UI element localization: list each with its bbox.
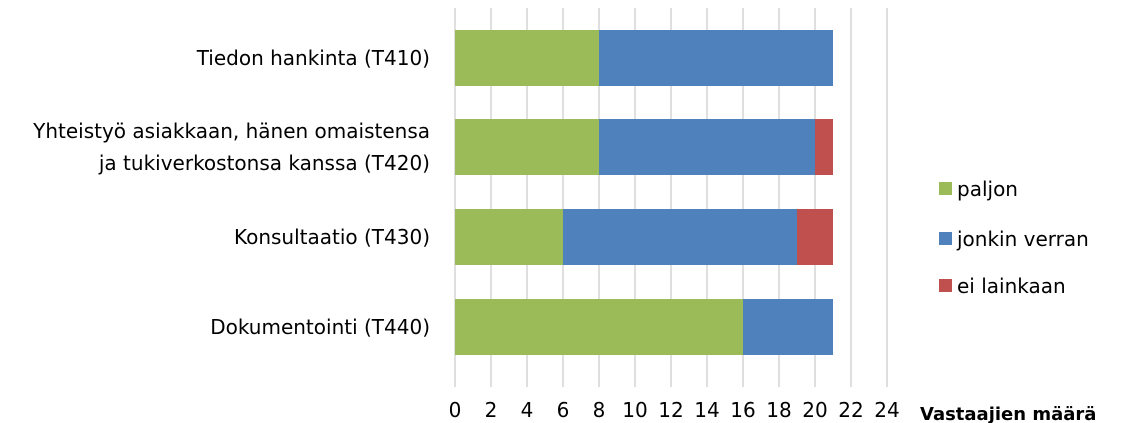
- legend-label: jonkin verran: [956, 227, 1089, 251]
- category-labels: Tiedon hankinta (T410) Yhteistyö asiakkaa…: [32, 46, 430, 339]
- bar-segment-ei-lainkaan: [797, 209, 833, 265]
- legend-label: paljon: [957, 177, 1018, 201]
- bar-segment-jonkin-verran: [743, 299, 833, 355]
- bar-segment-jonkin-verran: [599, 119, 815, 175]
- x-tick-label: 2: [485, 398, 498, 422]
- x-tick-labels: 0 2 4 6 8 10 12 14 16 18 20 22 24: [449, 398, 900, 422]
- x-tick-label: 22: [838, 398, 863, 422]
- x-tick-label: 24: [874, 398, 899, 422]
- legend: paljon jonkin verran ei lainkaan: [939, 177, 1089, 298]
- category-label: Tiedon hankinta (T410): [196, 46, 430, 70]
- bar-segment-ei-lainkaan: [815, 119, 833, 175]
- x-tick-label: 10: [622, 398, 647, 422]
- x-tick-label: 6: [557, 398, 570, 422]
- legend-swatch: [939, 182, 952, 195]
- bars: [455, 30, 833, 355]
- legend-label: ei lainkaan: [957, 274, 1066, 298]
- category-label: ja tukiverkostonsa kanssa (T420): [98, 151, 430, 175]
- bar-segment-paljon: [455, 299, 743, 355]
- legend-swatch: [939, 232, 952, 245]
- category-label: Yhteistyö asiakkaan, hänen omaistensa: [32, 119, 430, 143]
- category-label: Konsultaatio (T430): [234, 225, 430, 249]
- bar-segment-paljon: [455, 209, 563, 265]
- bar-segment-paljon: [455, 119, 599, 175]
- x-tick-label: 12: [658, 398, 683, 422]
- x-tick-label: 14: [694, 398, 719, 422]
- bar-segment-paljon: [455, 30, 599, 86]
- x-tick-label: 18: [766, 398, 791, 422]
- x-tick-label: 20: [802, 398, 827, 422]
- x-axis-title: Vastaajien määrä: [920, 404, 1096, 423]
- bar-segment-jonkin-verran: [563, 209, 797, 265]
- legend-swatch: [939, 279, 952, 292]
- x-tick-label: 4: [521, 398, 534, 422]
- category-label: Dokumentointi (T440): [210, 315, 430, 339]
- x-tick-label: 16: [730, 398, 755, 422]
- bar-segment-jonkin-verran: [599, 30, 833, 86]
- x-tick-label: 0: [449, 398, 462, 422]
- x-tick-label: 8: [593, 398, 606, 422]
